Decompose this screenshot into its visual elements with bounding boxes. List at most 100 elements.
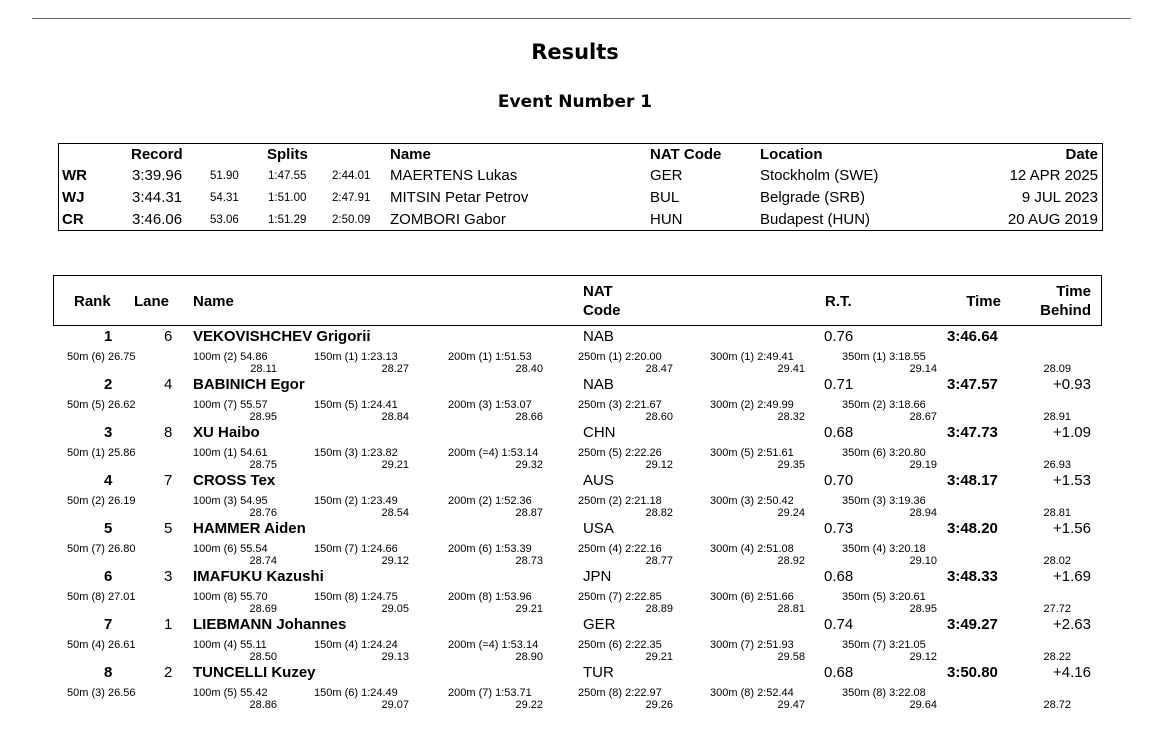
reaction-time: 0.71	[824, 376, 854, 393]
record-location: Stockholm (SWE)	[760, 167, 879, 184]
records-header-nat: NAT Code	[650, 146, 722, 163]
record-holder-name: MAERTENS Lukas	[390, 167, 518, 184]
final-time: 3:48.20	[947, 520, 998, 537]
split-delta-100m: 28.11	[250, 363, 277, 375]
split-delta-400m: 28.09	[1043, 363, 1071, 375]
reaction-time: 0.74	[824, 616, 854, 633]
split-delta-300m: 29.35	[777, 459, 805, 471]
results-header-behind-2: Behind	[1040, 302, 1091, 319]
rank-cell: 7	[104, 616, 113, 633]
record-split-3: 2:47.91	[332, 192, 371, 204]
record-type: WJ	[62, 189, 85, 206]
athlete-name: HAMMER Aiden	[193, 520, 306, 537]
record-type: WR	[62, 167, 87, 184]
records-header-location: Location	[760, 146, 823, 163]
split-delta-150m: 29.13	[381, 651, 409, 663]
split-350m: 350m (5) 3:20.61	[842, 591, 926, 603]
split-delta-200m: 29.21	[515, 603, 543, 615]
record-split-3: 2:50.09	[332, 214, 371, 226]
split-250m: 250m (6) 2:22.35	[578, 639, 662, 651]
results-header-nat: NAT	[583, 283, 613, 300]
split-300m: 300m (1) 2:49.41	[710, 351, 794, 363]
event-title: Event Number 1	[497, 92, 653, 112]
split-100m: 100m (8) 55.70	[193, 591, 268, 603]
result-row: 2 4 BABINICH Egor NAB 0.71 3:47.57 +0.93 50m (5…	[0, 376, 1150, 424]
record-date: 9 JUL 2023	[1021, 189, 1098, 206]
final-time: 3:48.33	[947, 568, 998, 585]
split-delta-300m: 28.92	[777, 555, 805, 567]
split-delta-200m: 28.73	[515, 555, 543, 567]
rank-cell: 4	[104, 472, 113, 489]
split-50m: 50m (4) 26.61	[67, 639, 136, 651]
split-100m: 100m (4) 55.11	[193, 639, 267, 651]
split-delta-100m: 28.86	[249, 699, 277, 711]
split-100m: 100m (6) 55.54	[193, 543, 268, 555]
split-150m: 150m (8) 1:24.75	[314, 591, 398, 603]
athlete-name: LIEBMANN Johannes	[193, 616, 347, 633]
result-row: 8 2 TUNCELLI Kuzey TUR 0.68 3:50.80 +4.16 50m (…	[0, 664, 1150, 712]
results-header-time: Time	[966, 293, 1001, 310]
split-delta-300m: 29.41	[777, 363, 805, 375]
time-behind: +1.53	[1053, 472, 1091, 489]
split-delta-350m: 28.67	[909, 411, 937, 423]
results-header-code: Code	[583, 302, 621, 319]
athlete-name: IMAFUKU Kazushi	[193, 568, 324, 585]
split-delta-200m: 29.22	[515, 699, 543, 711]
split-250m: 250m (8) 2:22.97	[578, 687, 662, 699]
top-rule	[32, 18, 1131, 19]
split-250m: 250m (4) 2:22.16	[578, 543, 662, 555]
split-200m: 200m (6) 1:53.39	[448, 543, 532, 555]
split-350m: 350m (8) 3:22.08	[842, 687, 926, 699]
results-header-behind-1: Time	[1056, 283, 1091, 300]
split-delta-250m: 28.60	[645, 411, 673, 423]
split-200m: 200m (=4) 1:53.14	[448, 639, 539, 651]
split-250m: 250m (7) 2:22.85	[578, 591, 662, 603]
record-time: 3:46.06	[132, 211, 183, 228]
results-header: Rank Lane Name NAT Code R.T. Time Time B…	[53, 275, 1102, 326]
result-row: 7 1 LIEBMANN Johannes GER 0.74 3:49.27 +2.63 50…	[0, 616, 1150, 664]
record-nat: GER	[650, 167, 683, 184]
athlete-name: VEKOVISHCHEV Grigorii	[193, 328, 371, 345]
split-delta-100m: 28.75	[249, 459, 277, 471]
split-300m: 300m (3) 2:50.42	[710, 495, 794, 507]
split-delta-250m: 28.47	[645, 363, 673, 375]
time-behind: +0.93	[1053, 376, 1091, 393]
rank-cell: 3	[104, 424, 113, 441]
split-delta-150m: 29.05	[381, 603, 409, 615]
split-delta-200m: 28.40	[515, 363, 543, 375]
split-200m: 200m (8) 1:53.96	[448, 591, 532, 603]
split-delta-250m: 28.82	[645, 507, 673, 519]
split-delta-300m: 29.24	[777, 507, 805, 519]
split-delta-200m: 29.32	[515, 459, 543, 471]
split-delta-350m: 29.14	[909, 363, 937, 375]
split-delta-300m: 29.58	[777, 651, 805, 663]
split-200m: 200m (1) 1:51.53	[448, 351, 532, 363]
records-header-name: Name	[390, 146, 431, 163]
split-150m: 150m (7) 1:24.66	[314, 543, 398, 555]
split-250m: 250m (1) 2:20.00	[578, 351, 662, 363]
split-300m: 300m (8) 2:52.44	[710, 687, 794, 699]
records-header-record: Record	[131, 146, 183, 163]
split-delta-100m: 28.74	[249, 555, 277, 567]
split-delta-300m: 28.81	[777, 603, 805, 615]
results-header-rt: R.T.	[825, 293, 852, 310]
split-delta-400m: 27.72	[1043, 603, 1071, 615]
split-100m: 100m (7) 55.57	[193, 399, 268, 411]
record-time: 3:44.31	[132, 189, 183, 206]
record-split-1: 53.06	[210, 214, 239, 226]
split-350m: 350m (6) 3:20.80	[842, 447, 926, 459]
split-250m: 250m (2) 2:21.18	[578, 495, 662, 507]
split-150m: 150m (5) 1:24.41	[314, 399, 398, 411]
split-delta-250m: 29.21	[645, 651, 673, 663]
split-150m: 150m (6) 1:24.49	[314, 687, 398, 699]
rank-cell: 6	[104, 568, 113, 585]
final-time: 3:49.27	[947, 616, 998, 633]
time-behind: +2.63	[1053, 616, 1091, 633]
split-350m: 350m (1) 3:18.55	[842, 351, 926, 363]
split-300m: 300m (2) 2:49.99	[710, 399, 794, 411]
reaction-time: 0.73	[824, 520, 854, 537]
record-type: CR	[62, 211, 84, 228]
split-300m: 300m (4) 2:51.08	[710, 543, 794, 555]
records-table: Record Splits Name NAT Code Location Dat…	[58, 143, 1103, 231]
split-350m: 350m (4) 3:20.18	[842, 543, 926, 555]
